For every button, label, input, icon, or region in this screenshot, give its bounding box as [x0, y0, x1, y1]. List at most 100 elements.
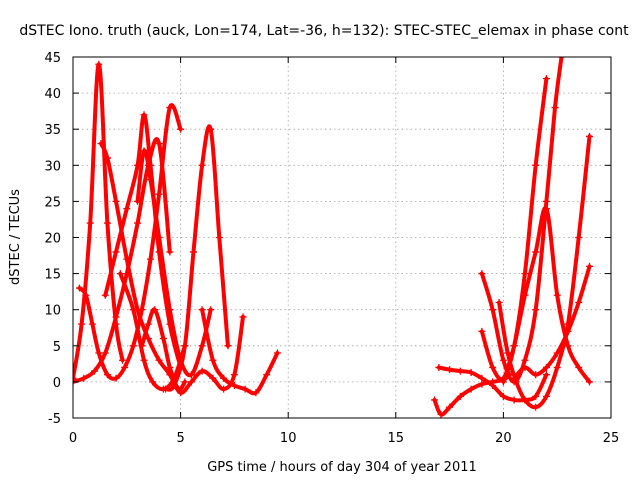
- data-point: [95, 60, 103, 68]
- data-point: [273, 349, 281, 357]
- data-point: [542, 371, 550, 379]
- data-point: [134, 197, 142, 205]
- data-point: [116, 270, 124, 278]
- data-point: [553, 363, 561, 371]
- data-point: [103, 371, 111, 379]
- data-point: [521, 356, 529, 364]
- data-point: [198, 342, 206, 350]
- data-point: [564, 327, 572, 335]
- data-point: [558, 57, 566, 61]
- x-tick-label: 15: [388, 431, 405, 446]
- data-layer: [73, 57, 593, 418]
- data-point: [478, 270, 486, 278]
- data-point: [510, 374, 518, 382]
- data-point: [521, 291, 529, 299]
- data-point: [209, 374, 217, 382]
- y-tick-label: 45: [44, 51, 61, 66]
- data-point: [252, 389, 260, 397]
- data-point: [431, 396, 439, 404]
- y-tick-label: -5: [48, 412, 61, 427]
- y-axis-label: dSTEC / TECUs: [8, 189, 23, 285]
- series-group: [73, 57, 593, 418]
- data-point: [112, 197, 120, 205]
- data-point: [532, 392, 540, 400]
- series-pass-1: [73, 60, 126, 382]
- series-pass-7: [134, 147, 215, 379]
- data-point: [542, 205, 550, 213]
- x-axis-label: GPS time / hours of day 304 of year 2011: [207, 460, 477, 475]
- data-point: [467, 385, 475, 393]
- data-point: [166, 363, 174, 371]
- y-tick-label: 35: [44, 123, 61, 138]
- data-point: [575, 298, 583, 306]
- data-point: [224, 342, 232, 350]
- data-point: [140, 356, 148, 364]
- y-tick-label: 20: [44, 232, 61, 247]
- data-point: [263, 371, 271, 379]
- data-point: [456, 392, 464, 400]
- data-point: [155, 356, 163, 364]
- data-point: [146, 255, 154, 263]
- series-pass-2: [75, 103, 185, 382]
- data-point: [103, 219, 111, 227]
- data-point: [220, 374, 228, 382]
- data-point: [198, 367, 206, 375]
- data-point: [187, 378, 195, 386]
- data-point: [220, 385, 228, 393]
- y-tick-label: 30: [44, 159, 61, 174]
- data-point: [155, 234, 163, 241]
- series-pass-17: [510, 262, 593, 382]
- data-point: [129, 306, 137, 314]
- data-point: [504, 349, 512, 357]
- x-tick-label: 5: [176, 431, 184, 446]
- x-tick-label: 20: [495, 431, 512, 446]
- data-point: [181, 378, 189, 386]
- data-point: [123, 255, 131, 263]
- data-point: [121, 363, 129, 371]
- data-point: [532, 403, 540, 411]
- data-point: [230, 382, 238, 390]
- data-point: [151, 306, 159, 314]
- series-line: [497, 134, 592, 410]
- y-tick-label: 10: [44, 304, 61, 319]
- data-point: [241, 385, 249, 393]
- data-point: [521, 270, 529, 278]
- data-point: [532, 248, 540, 256]
- data-point: [138, 342, 146, 350]
- data-point: [435, 363, 443, 371]
- x-tick-label: 10: [280, 431, 297, 446]
- data-point: [181, 342, 189, 350]
- data-point: [575, 363, 583, 371]
- data-point: [521, 396, 529, 404]
- data-point: [73, 374, 77, 382]
- data-point: [198, 306, 206, 314]
- data-point: [166, 104, 174, 112]
- data-point: [478, 380, 486, 388]
- series-pass-10: [198, 306, 281, 397]
- data-point: [585, 378, 593, 386]
- y-tick-label: 25: [44, 195, 61, 210]
- x-tick-label: 0: [69, 431, 77, 446]
- data-point: [103, 154, 111, 162]
- data-point: [532, 161, 540, 169]
- data-point: [80, 374, 88, 382]
- series-line: [73, 62, 125, 381]
- data-point: [512, 378, 520, 386]
- series-pass-16: [499, 205, 593, 386]
- chart-title: dSTEC Iono. truth (auck, Lon=174, Lat=-3…: [19, 23, 629, 39]
- data-point: [174, 385, 182, 393]
- series-pass-9: [162, 124, 232, 393]
- series-line: [200, 307, 280, 396]
- data-point: [499, 392, 507, 400]
- data-point: [209, 356, 217, 364]
- data-point: [149, 378, 157, 386]
- series-pass-15: [495, 132, 593, 411]
- data-point: [446, 366, 454, 374]
- data-point: [140, 147, 148, 155]
- axes: 0 5 10 15 20 25 -5 0 5 10 15 20 25 30 35 40 45: [44, 51, 619, 446]
- data-point: [553, 291, 561, 299]
- y-tick-label: 15: [44, 268, 61, 283]
- data-point: [129, 342, 137, 350]
- data-point: [112, 248, 120, 256]
